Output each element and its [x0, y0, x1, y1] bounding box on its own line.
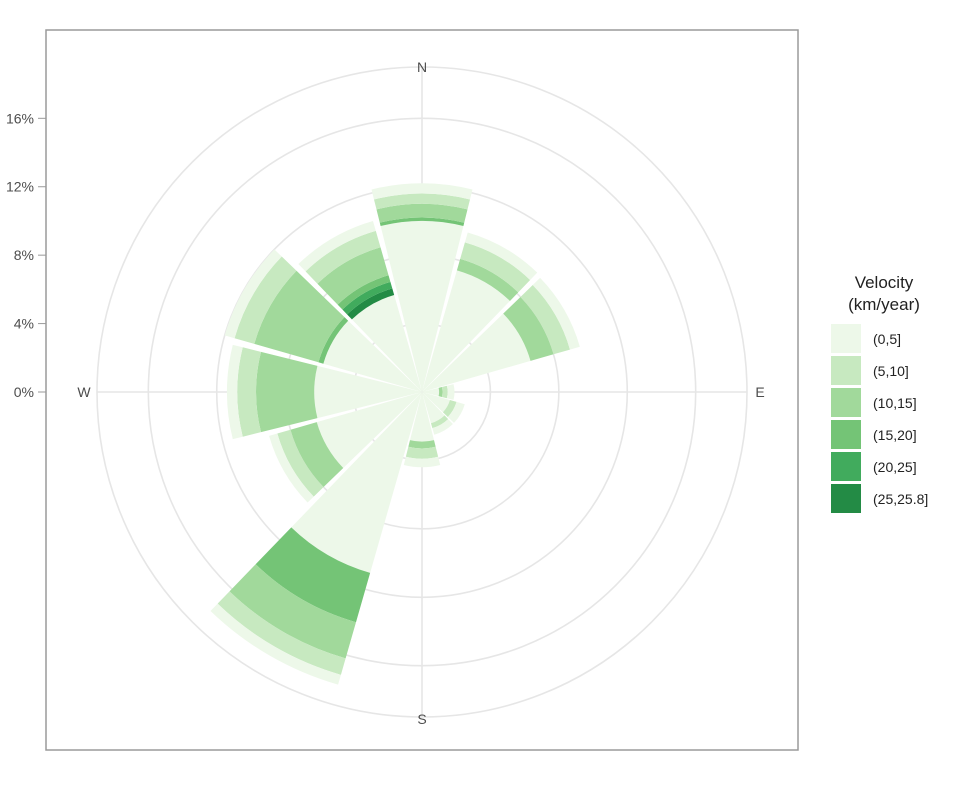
rose-sector [277, 429, 324, 497]
legend-title-line1: Velocity [855, 273, 914, 292]
direction-label: W [77, 384, 91, 400]
rose-sector [229, 564, 356, 659]
legend-key [831, 452, 861, 481]
rose-sector [520, 285, 570, 355]
y-tick-label: 16% [6, 110, 34, 126]
rose-sector [255, 527, 371, 623]
rose-sector [408, 440, 436, 449]
rose-sector [317, 247, 389, 305]
rose-sector [405, 446, 439, 459]
rose-sector [442, 400, 457, 417]
rose-sector [290, 422, 344, 488]
direction-label: S [417, 711, 426, 727]
rose-sector [432, 419, 453, 435]
axis-labels: N E S W 0% 4% 8% 12% 16% [6, 59, 765, 727]
rose-sector [371, 183, 473, 200]
y-tick-label: 0% [14, 384, 34, 400]
legend-key [831, 484, 861, 513]
legend-key [831, 388, 861, 417]
rose-sector [430, 415, 449, 429]
rose-sector [269, 433, 314, 503]
legend-label: (20,25] [873, 459, 917, 475]
rose-sector [316, 392, 422, 469]
rose-sector [422, 313, 531, 392]
rose-sector [337, 275, 391, 310]
legend-label: (25,25.8] [873, 491, 928, 507]
rose-sector [446, 384, 455, 400]
legend-label: (0,5] [873, 331, 901, 347]
rose-sector [217, 591, 346, 675]
rose-sector [323, 320, 422, 392]
rose-sector [305, 230, 381, 284]
rose-sector [464, 232, 538, 281]
rose-sector [438, 387, 443, 397]
rose-sector [342, 281, 393, 315]
legend-key [831, 356, 861, 385]
rose-sector [447, 401, 465, 423]
legend-label: (5,10] [873, 363, 909, 379]
rose-sector [256, 351, 318, 433]
rose-sector [237, 347, 262, 437]
rose-sector [254, 270, 345, 363]
rose-sector [456, 258, 519, 301]
rose-sector [291, 392, 422, 573]
rose-sector [226, 344, 243, 440]
legend-key [831, 420, 861, 449]
rose-sector [298, 220, 376, 272]
rose-sector [460, 242, 531, 293]
rose-sector [376, 203, 468, 223]
y-tick-label: 4% [14, 316, 34, 332]
rose-sector [422, 392, 450, 413]
rose-sector [314, 365, 422, 419]
rose-sector [351, 294, 422, 392]
rose-sector [403, 456, 441, 468]
rose-sector [347, 288, 395, 320]
legend-label: (10,15] [873, 395, 917, 411]
rose-sector [379, 217, 465, 227]
velocity-sectors [210, 183, 580, 685]
rose-sector [224, 249, 282, 339]
legend-title-line2: (km/year) [848, 295, 920, 314]
rose-sector [441, 385, 448, 399]
rose-sector [210, 603, 341, 685]
rose-sector [422, 392, 445, 424]
y-tick-label: 12% [6, 179, 34, 195]
legend: Velocity (km/year) (0,5] (5,10] (10,15] (15… [831, 273, 928, 513]
rose-sector [380, 220, 464, 392]
y-tick-label: 8% [14, 247, 34, 263]
rose-sector [318, 317, 349, 364]
rose-sector [532, 277, 580, 350]
direction-label: N [417, 59, 427, 75]
rose-sector [234, 256, 297, 344]
direction-label: E [755, 384, 764, 400]
rose-sector [409, 392, 435, 442]
legend-key [831, 324, 861, 353]
rose-sector [503, 296, 554, 361]
rose-sector [422, 387, 440, 397]
rose-sector [373, 193, 471, 210]
rose-sector [422, 270, 510, 392]
legend-label: (15,20] [873, 427, 917, 443]
